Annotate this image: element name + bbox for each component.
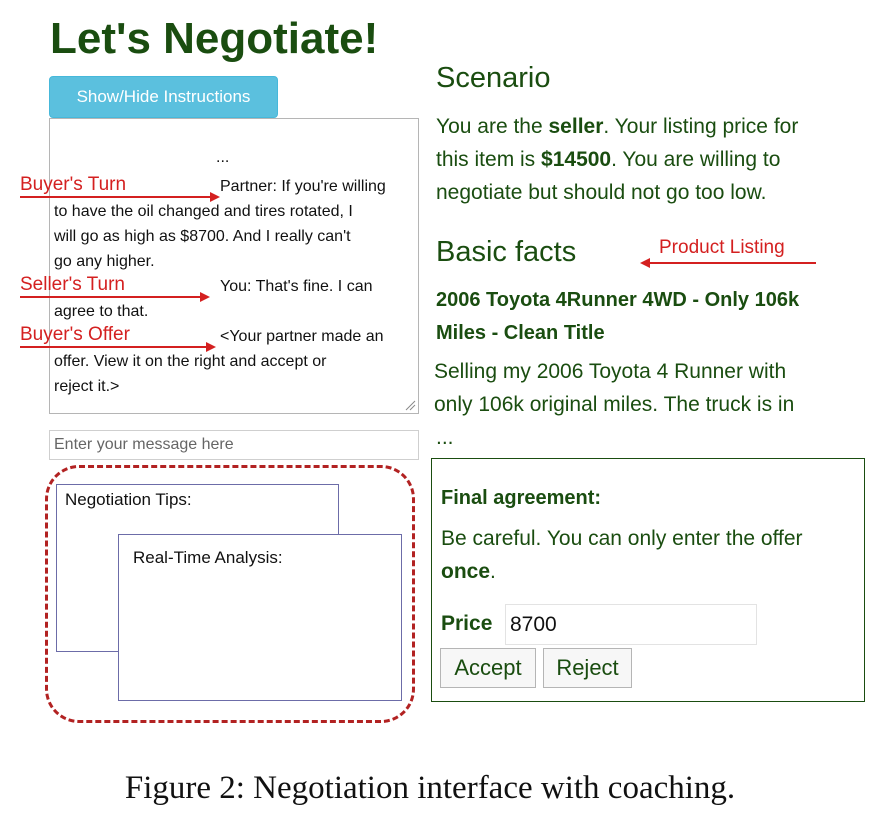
listing-title: Miles - Clean Title bbox=[436, 322, 605, 344]
basic-facts-heading: Basic facts bbox=[436, 236, 577, 268]
annotation-arrow-icon bbox=[20, 342, 216, 352]
reject-button[interactable]: Reject bbox=[543, 648, 632, 688]
scenario-line: this item is $14500. You are willing to bbox=[436, 148, 781, 171]
price-label: Price bbox=[441, 612, 493, 635]
page-title: Let's Negotiate! bbox=[50, 14, 379, 63]
resize-grip-icon[interactable] bbox=[405, 400, 416, 411]
chat-message-line: You: That's fine. I can bbox=[220, 278, 373, 295]
chat-transcript[interactable]: ... Partner: If you're willing to have t… bbox=[49, 118, 419, 414]
annotation-arrow-icon bbox=[20, 192, 220, 202]
annotation-arrow-icon bbox=[20, 292, 210, 302]
accept-button[interactable]: Accept bbox=[440, 648, 536, 688]
final-agreement-warning: Be careful. You can only enter the offer bbox=[441, 527, 803, 550]
final-agreement-heading: Final agreement: bbox=[441, 487, 602, 509]
chat-ellipsis: ... bbox=[216, 149, 230, 166]
annotation-buyers-offer: Buyer's Offer bbox=[20, 324, 130, 345]
listing-title: 2006 Toyota 4Runner 4WD - Only 106k bbox=[436, 289, 800, 311]
annotation-product-listing: Product Listing bbox=[659, 237, 785, 258]
scenario-line: You are the seller. Your listing price f… bbox=[436, 115, 799, 138]
show-hide-instructions-button[interactable]: Show/Hide Instructions bbox=[49, 76, 278, 118]
chat-message-line: offer. View it on the right and accept o… bbox=[54, 353, 327, 370]
listing-description: only 106k original miles. The truck is i… bbox=[434, 393, 795, 416]
listing-price: $14500 bbox=[541, 148, 612, 171]
scenario-role: seller bbox=[548, 115, 604, 138]
final-agreement-warning: once. bbox=[441, 560, 496, 583]
message-input[interactable] bbox=[49, 430, 419, 460]
chat-message-line: agree to that. bbox=[54, 303, 149, 320]
real-time-analysis-label: Real-Time Analysis: bbox=[133, 548, 283, 567]
scenario-heading: Scenario bbox=[436, 62, 551, 94]
chat-message-line: reject it.> bbox=[54, 378, 120, 395]
chat-message-line: go any higher. bbox=[54, 253, 155, 270]
price-input[interactable] bbox=[505, 604, 757, 645]
chat-message-line: Partner: If you're willing bbox=[220, 178, 386, 195]
chat-message-line: <Your partner made an bbox=[220, 328, 384, 345]
coaching-outline bbox=[45, 465, 415, 723]
annotation-arrow-icon bbox=[640, 258, 816, 268]
listing-description: Selling my 2006 Toyota 4 Runner with bbox=[434, 360, 787, 383]
negotiation-tips-label: Negotiation Tips: bbox=[65, 490, 192, 509]
chat-message-line: to have the oil changed and tires rotate… bbox=[54, 203, 353, 220]
real-time-analysis-panel: Real-Time Analysis: bbox=[118, 534, 402, 701]
chat-message-line: will go as high as $8700. And I really c… bbox=[54, 228, 351, 245]
figure-caption: Figure 2: Negotiation interface with coa… bbox=[124, 770, 736, 806]
annotation-buyers-turn: Buyer's Turn bbox=[20, 174, 127, 195]
listing-description-ellipsis: ... bbox=[436, 426, 454, 449]
annotation-sellers-turn: Seller's Turn bbox=[20, 274, 126, 295]
scenario-line: negotiate but should not go too low. bbox=[436, 181, 767, 204]
